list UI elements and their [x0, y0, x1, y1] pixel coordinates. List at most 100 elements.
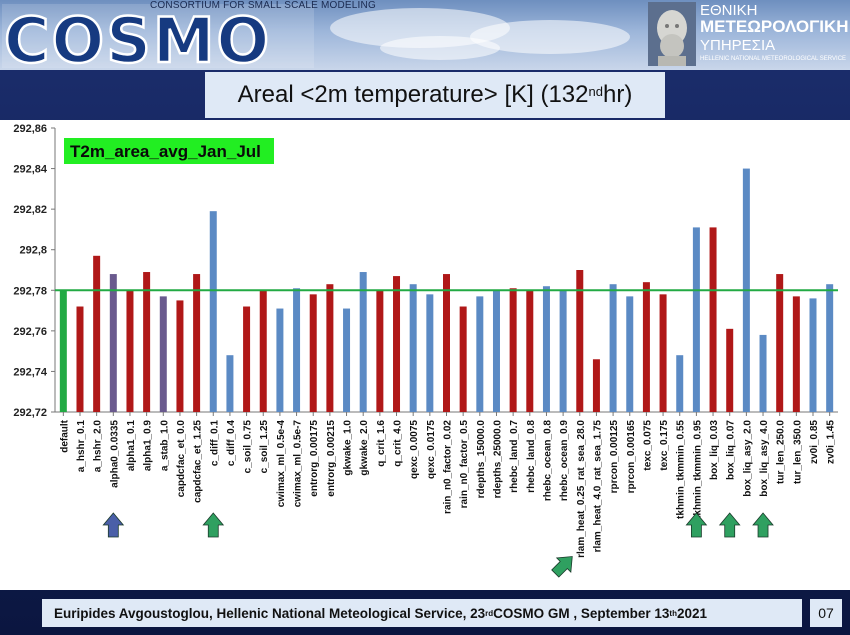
x-tick-label: rhebc_land_0.8 [526, 420, 537, 493]
hnms-logo: ΕΘΝΙΚΗ ΜΕΤΕΩΡΟΛΟΓΙΚΗ ΥΠΗΡΕΣΙΑ HELLENIC N… [648, 2, 849, 66]
bar [826, 284, 834, 412]
footer-part3: 2021 [676, 605, 708, 621]
blue-up-arrow-icon [102, 512, 125, 538]
page-number: 07 [810, 599, 842, 627]
bar [259, 290, 267, 412]
bar [393, 276, 401, 412]
bar [459, 306, 467, 412]
bar [809, 298, 817, 412]
footer-sup1: rd [485, 608, 494, 618]
bar [193, 274, 201, 412]
bar [792, 296, 800, 412]
bar [359, 272, 367, 412]
x-tick-label: a_stab_1.0 [159, 420, 170, 472]
slide-title: Areal <2m temperature> [K] (132 nd hr) [205, 72, 665, 118]
bar [609, 284, 617, 412]
cosmo-logo: COSMO [2, 4, 314, 68]
hnms-line-2: ΜΕΤΕΩΡΟΛΟΓΙΚΗ [700, 17, 849, 36]
hnms-line-3: ΥΠΗΡΕΣΙΑ [700, 37, 776, 54]
bar [243, 306, 251, 412]
x-tick-label: texc_0.175 [659, 420, 670, 471]
green-up-arrow-icon [718, 512, 741, 538]
hnms-line-1: ΕΘΝΙΚΗ [700, 2, 758, 19]
slide-title-sup: nd [588, 83, 603, 99]
x-tick-label: texc_0.075 [642, 420, 653, 471]
legend-box [64, 138, 274, 164]
bar [776, 274, 784, 412]
x-tick-label: zv0i_1.45 [826, 420, 837, 464]
footer-sup2: th [669, 608, 677, 618]
x-tick-label: alpha1_0.1 [126, 420, 137, 472]
bar [443, 274, 450, 412]
bar [76, 306, 84, 412]
bar [626, 296, 634, 412]
bar [326, 284, 334, 412]
x-tick-label: cwimax_ml_0.5e-7 [293, 420, 304, 508]
x-tick-label: cwimax_ml_0.5e-4 [276, 420, 287, 508]
bar [143, 272, 151, 412]
cosmo-logo-text: COSMO [4, 4, 271, 68]
green-up-arrow-icon [551, 556, 573, 578]
bar [309, 294, 317, 412]
x-tick-label: zv0i_0.85 [809, 420, 820, 464]
x-tick-label: rain_n0_factor_0.02 [443, 420, 454, 514]
bar [709, 227, 717, 412]
x-tick-label: gkwake_1.0 [343, 420, 354, 476]
bar [642, 282, 650, 412]
bar [109, 274, 117, 412]
x-tick-label: q_crit_1.6 [376, 420, 387, 467]
bar [409, 284, 417, 412]
y-tick-label: 292,78 [13, 285, 47, 297]
legend-label: T2m_area_avg_Jan_Jul [70, 142, 261, 161]
y-tick-label: 292,82 [13, 204, 47, 216]
bar [492, 290, 500, 412]
y-tick-label: 292,74 [13, 366, 48, 378]
x-tick-label: box_liq_asy_2.0 [742, 420, 753, 497]
slide-title-tail: hr) [602, 81, 633, 108]
slide-title-main: Areal <2m temperature> [K] (132 [237, 81, 589, 108]
x-tick-label: tkhmin_tkmmin_0.55 [676, 420, 687, 519]
x-tick-label: qexc_0.0075 [409, 420, 420, 479]
x-tick-label: box_liq_0.07 [726, 420, 737, 480]
bar [59, 290, 67, 412]
bar [542, 286, 550, 412]
y-tick-label: 292,76 [13, 326, 47, 338]
bar [159, 296, 167, 412]
x-tick-label: tur_len_350.0 [792, 420, 803, 484]
bar [659, 294, 667, 412]
bar [376, 290, 384, 412]
green-up-arrow-icon [685, 512, 708, 538]
x-tick-label: c_soil_1.25 [259, 420, 270, 474]
x-tick-label: entrorg_0.00175 [309, 420, 320, 497]
bar [426, 294, 434, 412]
x-tick-label: tur_len_250.0 [776, 420, 787, 484]
x-tick-label: a_hshr_0.1 [76, 420, 87, 473]
bar-chart: 292,72 292,74 292,76 292,78 292,8 292,82 292,8… [13, 123, 838, 578]
bar [592, 359, 600, 412]
x-tick-label: rprcon_0.00125 [609, 420, 620, 494]
bar [726, 328, 734, 412]
footer-part1: Euripides Avgoustoglou, Hellenic Nationa… [54, 605, 486, 621]
hnms-line-4: HELLENIC NATIONAL METEOROLOGICAL SERVICE [700, 56, 847, 62]
x-tick-label: c_diff_0.1 [209, 420, 220, 467]
green-up-arrow-icon [202, 512, 225, 538]
x-tick-label: rdepths_15000.0 [476, 420, 487, 499]
bar [509, 288, 517, 412]
bar [293, 288, 301, 412]
consortium-text: CONSORTIUM FOR SMALL SCALE MODELING [150, 0, 376, 11]
x-tick-label: rprcon_0.00165 [626, 420, 637, 494]
x-tick-label: default [59, 419, 70, 452]
x-tick-label: rhebc_land_0.7 [509, 420, 520, 493]
y-tick-label: 292,84 [13, 164, 48, 176]
x-tick-label: rdepths_25000.0 [492, 420, 503, 499]
bar [476, 296, 484, 412]
bar [692, 227, 700, 412]
x-tick-label: a_hshr_2.0 [93, 420, 104, 473]
footer-part2: COSMO GM , September 13 [493, 605, 670, 621]
x-tick-label: rain_n0_factor_0.5 [459, 420, 470, 509]
aristotle-bust-icon [648, 2, 696, 66]
x-tick-label: entrorg_0.00215 [326, 420, 337, 497]
green-up-arrow-icon [752, 512, 774, 538]
y-tick-label: 292,8 [19, 245, 47, 257]
x-tick-label: gkwake_2.0 [359, 420, 370, 476]
